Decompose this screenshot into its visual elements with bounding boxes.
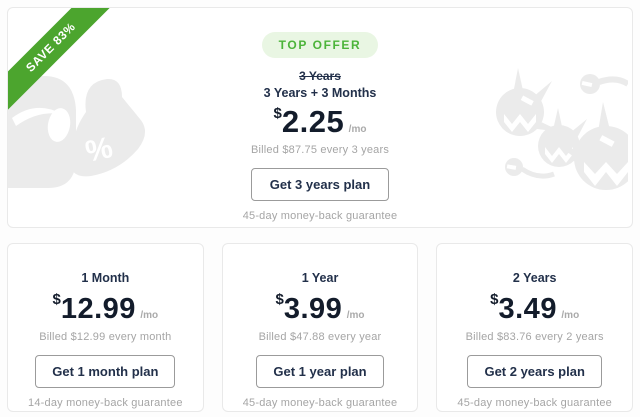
plan-card-2-years: 2 Years $3.49 /mo Billed $83.76 every 2 …	[436, 243, 634, 412]
get-3-years-plan-button[interactable]: Get 3 years plan	[250, 168, 390, 202]
per-month-label: /mo	[561, 310, 580, 321]
top-offer-badge: TOP OFFER	[261, 32, 379, 58]
plan-billing-note: Billed $83.76 every 2 years	[465, 330, 604, 343]
plan-billing-note: Billed $47.88 every year	[258, 330, 382, 343]
featured-offer-content: TOP OFFER 3 Years 3 Years + 3 Months $2.…	[8, 8, 632, 222]
currency-symbol: $	[273, 105, 282, 122]
per-month-label: /mo	[140, 310, 159, 321]
mascot-discount-illustration: %	[8, 76, 146, 188]
featured-billing-note: Billed $87.75 every 3 years	[250, 144, 390, 157]
plan-card-1-month: 1 Month $12.99 /mo Billed $12.99 every m…	[7, 243, 204, 412]
price-value: 3.99	[283, 293, 343, 325]
price-value: 2.25	[281, 104, 345, 139]
currency-symbol: $	[490, 291, 499, 308]
plans-row: 1 Month $12.99 /mo Billed $12.99 every m…	[7, 243, 634, 412]
plan-card-1-year: 1 Year $3.99 /mo Billed $47.88 every yea…	[221, 243, 419, 412]
featured-term: 3 Years + 3 Months	[263, 86, 377, 100]
plan-price: $3.99 /mo	[223, 291, 418, 326]
plan-guarantee-note: 14-day money-back guarantee	[28, 396, 183, 409]
get-2-years-plan-button[interactable]: Get 2 years plan	[467, 354, 602, 388]
plan-guarantee-note: 45-day money-back guarantee	[457, 396, 612, 409]
price-value: 12.99	[60, 293, 136, 325]
plan-billing-note: Billed $12.99 every month	[39, 330, 172, 343]
plan-price: $12.99 /mo	[8, 291, 203, 326]
plan-term: 1 Month	[81, 271, 130, 285]
featured-old-term: 3 Years	[299, 69, 341, 83]
per-month-label: /mo	[348, 124, 367, 135]
featured-guarantee-note: 45-day money-back guarantee	[242, 210, 398, 223]
plan-term: 1 Year	[301, 271, 339, 285]
price-value: 3.49	[498, 293, 557, 325]
get-1-year-plan-button[interactable]: Get 1 year plan	[256, 354, 384, 388]
plan-guarantee-note: 45-day money-back guarantee	[242, 396, 398, 409]
featured-offer-card: SAVE 83% %	[7, 7, 633, 228]
currency-symbol: $	[275, 291, 284, 308]
per-month-label: /mo	[346, 310, 365, 321]
virus-doodles-illustration	[496, 68, 628, 190]
featured-price: $2.25 /mo	[8, 104, 632, 139]
currency-symbol: $	[52, 291, 61, 308]
plan-term: 2 Years	[512, 271, 557, 285]
plan-price: $3.49 /mo	[437, 291, 632, 326]
get-1-month-plan-button[interactable]: Get 1 month plan	[35, 354, 176, 388]
